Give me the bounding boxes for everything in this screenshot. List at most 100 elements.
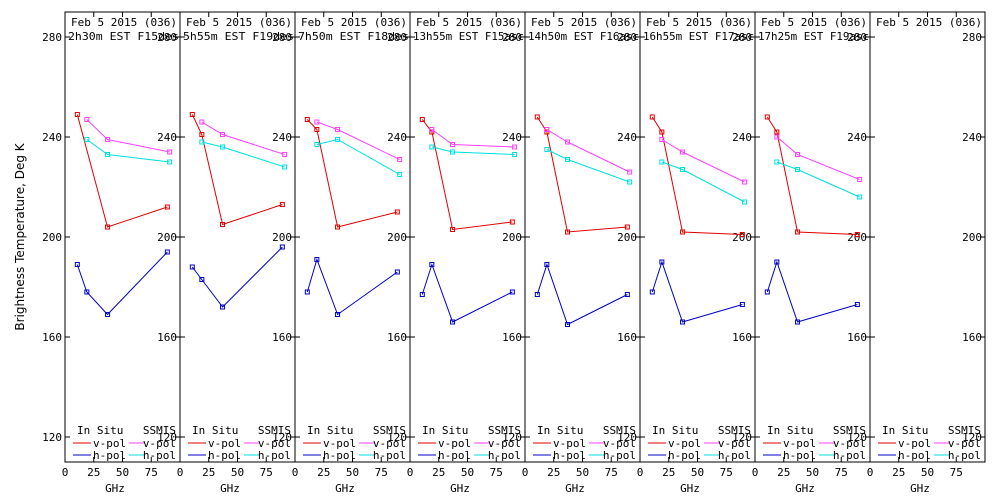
data-point-v_insitu bbox=[624, 224, 630, 230]
data-point-h_insitu bbox=[450, 319, 456, 325]
panel-time: 17h25m EST F19asc bbox=[758, 30, 869, 43]
y-tick-label: 160 bbox=[272, 331, 292, 344]
series-line-v_ssmis bbox=[776, 136, 860, 180]
data-point-v_insitu bbox=[854, 232, 860, 237]
x-tick-label: 50 bbox=[576, 466, 589, 479]
series-line-v_ssmis bbox=[316, 121, 400, 160]
data-point-h_insitu bbox=[739, 302, 745, 307]
legend-title-insitu: In Situ bbox=[77, 424, 123, 437]
y-tick-label: 160 bbox=[732, 331, 752, 344]
legend-label-h-insitu: h-pol bbox=[783, 449, 816, 462]
y-tick-label: 280 bbox=[272, 31, 292, 44]
y-tick-label: 160 bbox=[502, 331, 522, 344]
data-point-v_ssmis bbox=[335, 127, 341, 132]
data-point-v_insitu bbox=[774, 129, 780, 135]
y-tick-label: 120 bbox=[387, 431, 407, 444]
series-line-h_ssmis bbox=[431, 146, 515, 155]
data-point-v_insitu bbox=[419, 117, 425, 122]
legend-label-v-ssmis: v-pol bbox=[718, 437, 751, 450]
y-tick-label: 200 bbox=[502, 231, 522, 244]
data-point-h_insitu bbox=[74, 262, 80, 267]
data-point-v_ssmis bbox=[84, 117, 90, 122]
y-tick-label: 200 bbox=[272, 231, 292, 244]
legend-label-h-ssmis: h-pol bbox=[603, 449, 636, 462]
data-point-v_ssmis bbox=[314, 119, 320, 125]
data-point-h_insitu bbox=[534, 292, 540, 297]
legend-label-v-insitu: v-pol bbox=[438, 437, 471, 450]
data-point-h_insitu bbox=[199, 277, 205, 282]
y-tick-label-outer: 280 bbox=[42, 31, 62, 44]
data-point-v_insitu bbox=[335, 224, 341, 230]
data-point-v_insitu bbox=[739, 232, 745, 237]
legend-label-v-insitu: v-pol bbox=[668, 437, 701, 450]
legend-label-h-ssmis: h-pol bbox=[948, 449, 981, 462]
legend-label-h-ssmis: h-pol bbox=[488, 449, 521, 462]
data-point-h_insitu bbox=[659, 259, 665, 265]
data-point-v_ssmis bbox=[627, 169, 633, 175]
y-tick-label: 200 bbox=[962, 231, 982, 244]
x-tick-label: 75 bbox=[950, 466, 963, 479]
legend-label-v-insitu: v-pol bbox=[783, 437, 816, 450]
y-tick-label: 240 bbox=[732, 131, 752, 144]
data-point-h_ssmis bbox=[544, 147, 550, 152]
data-point-v_ssmis bbox=[544, 127, 550, 132]
y-tick-label: 200 bbox=[387, 231, 407, 244]
data-point-h_insitu bbox=[624, 292, 630, 297]
data-point-v_ssmis bbox=[282, 152, 288, 157]
legend-label-v-ssmis: v-pol bbox=[258, 437, 291, 450]
data-point-h_ssmis bbox=[857, 194, 863, 200]
x-tick-label: 25 bbox=[662, 466, 675, 479]
data-point-h_ssmis bbox=[680, 167, 686, 172]
data-point-h_ssmis bbox=[220, 144, 226, 150]
legend-title-insitu: In Situ bbox=[537, 424, 583, 437]
y-tick-label: 280 bbox=[962, 31, 982, 44]
data-point-h_insitu bbox=[854, 302, 860, 307]
legend-label-v-ssmis: v-pol bbox=[373, 437, 406, 450]
x-tick-label: 75 bbox=[835, 466, 848, 479]
legend-title-ssmis: SSMIS bbox=[488, 424, 521, 437]
panel-time: 14h50m EST F16asc bbox=[528, 30, 639, 43]
legend-title-insitu: In Situ bbox=[307, 424, 353, 437]
data-point-h_insitu bbox=[680, 319, 686, 325]
x-axis-label: GHz bbox=[680, 482, 700, 495]
legend-label-h-ssmis: h-pol bbox=[373, 449, 406, 462]
series-line-v_ssmis bbox=[431, 129, 515, 148]
y-tick-label-outer: 120 bbox=[42, 431, 62, 444]
series-line-h_insitu bbox=[76, 251, 168, 316]
y-tick-label-outer: 160 bbox=[42, 331, 62, 344]
data-point-v_ssmis bbox=[450, 142, 456, 147]
data-point-h_insitu bbox=[419, 292, 425, 297]
data-point-v_insitu bbox=[764, 114, 770, 120]
y-tick-label: 280 bbox=[847, 31, 867, 44]
data-point-h_ssmis bbox=[742, 199, 748, 205]
x-tick-label: 0 bbox=[62, 466, 69, 479]
data-point-h_insitu bbox=[649, 289, 655, 295]
x-tick-label: 25 bbox=[202, 466, 215, 479]
legend-title-ssmis: SSMIS bbox=[143, 424, 176, 437]
data-point-h_insitu bbox=[220, 304, 226, 310]
data-point-v_ssmis bbox=[105, 137, 111, 142]
legend-title-ssmis: SSMIS bbox=[833, 424, 866, 437]
y-tick-label: 160 bbox=[962, 331, 982, 344]
series-line-v_insitu bbox=[421, 119, 513, 231]
series-line-h_ssmis bbox=[546, 149, 630, 183]
legend-label-v-insitu: v-pol bbox=[553, 437, 586, 450]
data-point-v_ssmis bbox=[857, 177, 863, 182]
y-tick-label: 240 bbox=[847, 131, 867, 144]
x-axis-label: GHz bbox=[105, 482, 125, 495]
legend-label-h-insitu: h-pol bbox=[438, 449, 471, 462]
data-point-h_ssmis bbox=[199, 139, 205, 145]
data-point-h_insitu bbox=[509, 289, 515, 295]
series-line-v_insitu bbox=[651, 116, 743, 235]
data-point-h_ssmis bbox=[450, 149, 456, 155]
data-point-h_ssmis bbox=[282, 164, 288, 170]
legend-title-insitu: In Situ bbox=[422, 424, 468, 437]
x-tick-label: 25 bbox=[317, 466, 330, 479]
panel-date: Feb 5 2015 (036) bbox=[416, 16, 522, 29]
legend-label-h-ssmis: h-pol bbox=[718, 449, 751, 462]
x-tick-label: 0 bbox=[637, 466, 644, 479]
data-point-h_insitu bbox=[394, 269, 400, 275]
data-point-v_ssmis bbox=[565, 139, 571, 145]
